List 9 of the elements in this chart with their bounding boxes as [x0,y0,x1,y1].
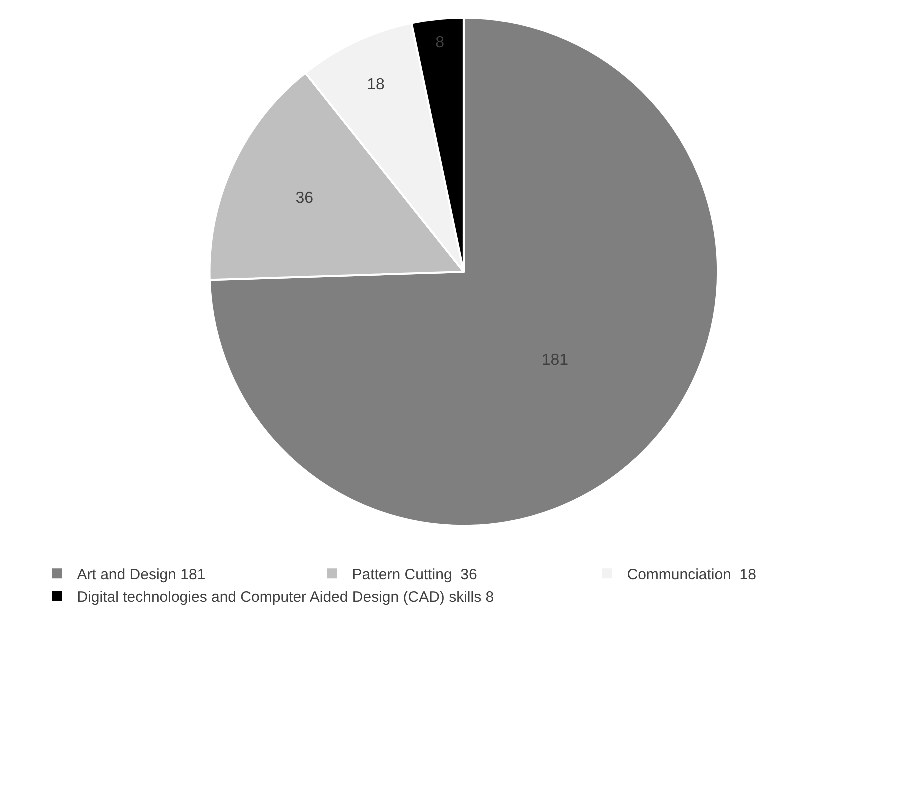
legend-label: Digital technologies and Computer Aided Design (CAD) skills 8 [77,589,494,606]
data-label: 36 [296,190,314,207]
data-label: 8 [436,34,445,52]
data-label: 181 [542,352,569,369]
legend-label: Art and Design 181 [77,566,206,584]
pie-slice [208,16,719,528]
data-label: 18 [367,76,385,94]
legend-label: Pattern Cutting 36 [352,566,478,584]
legend-label: Communciation 18 [627,566,756,584]
